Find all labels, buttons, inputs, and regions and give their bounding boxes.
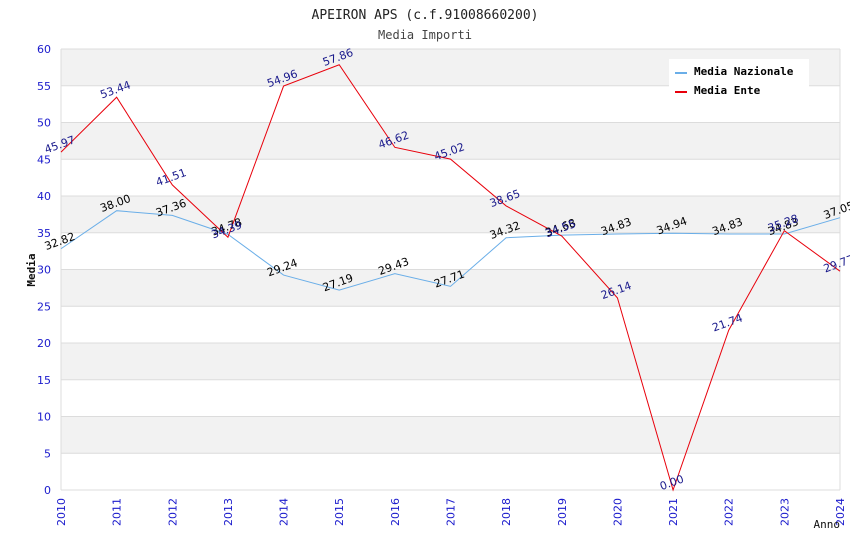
y-tick-label: 40	[37, 190, 51, 203]
y-tick-label: 45	[37, 153, 51, 166]
x-tick-label: 2018	[500, 498, 513, 526]
y-tick-label: 25	[37, 300, 51, 313]
plot-band	[61, 453, 840, 490]
x-tick-label: 2014	[278, 498, 291, 526]
y-tick-label: 55	[37, 80, 51, 93]
y-axis: 0 5 10 15 20 25 30 35 40 45 50 55 60	[37, 43, 841, 497]
y-tick-label: 50	[37, 117, 51, 130]
legend: Media Nazionale Media Ente	[669, 59, 809, 99]
plot-band	[61, 343, 840, 380]
y-tick-label: 30	[37, 264, 51, 277]
plot-band	[61, 122, 840, 160]
y-tick-label: 0	[44, 484, 51, 497]
x-tick-label: 2016	[389, 498, 402, 526]
y-tick-label: 15	[37, 374, 51, 387]
plot-band	[61, 306, 840, 343]
x-tick-label: 2010	[55, 498, 68, 526]
x-tick-label: 2017	[445, 498, 458, 526]
x-tick-label: 2013	[222, 498, 235, 526]
x-tick-label: 2015	[333, 498, 346, 526]
series-lines	[60, 64, 841, 492]
legend-label-media-ente: Media Ente	[694, 84, 761, 97]
plot-band	[61, 232, 840, 270]
y-tick-label: 35	[37, 227, 51, 240]
x-tick-label: 2024	[834, 498, 847, 526]
plot-band	[61, 416, 840, 454]
x-tick-label: 2020	[611, 498, 624, 526]
y-tick-label: 60	[37, 43, 51, 56]
y-tick-label: 10	[37, 411, 51, 424]
plot-gridlines	[61, 48, 840, 491]
x-tick-label: 2019	[556, 498, 569, 526]
y-tick-label: 20	[37, 337, 51, 350]
chart-title: APEIRON APS (c.f.91008660200)	[312, 8, 539, 23]
chart-subtitle: Media Importi	[378, 28, 472, 42]
plot-bands	[61, 49, 840, 490]
x-axis: 2010 2011 2012 2013 2014 2015 2016 2017 2018 2019…	[55, 498, 847, 526]
plot-band	[61, 379, 840, 417]
plot-band	[61, 269, 840, 307]
series-line-media-nazionale	[60, 210, 841, 291]
plot-band	[61, 159, 840, 196]
legend-box	[669, 59, 809, 99]
x-tick-label: 2011	[111, 498, 124, 526]
x-axis-title: Anno	[814, 518, 841, 531]
y-tick-label: 5	[44, 447, 51, 460]
x-tick-label: 2023	[778, 498, 791, 526]
x-tick-label: 2021	[667, 498, 680, 526]
x-tick-label: 2022	[723, 498, 736, 526]
series-line-media-ente	[60, 64, 841, 492]
legend-label-media-nazionale: Media Nazionale	[694, 65, 794, 78]
x-tick-label: 2012	[166, 498, 179, 526]
y-axis-title: Media	[25, 253, 38, 286]
